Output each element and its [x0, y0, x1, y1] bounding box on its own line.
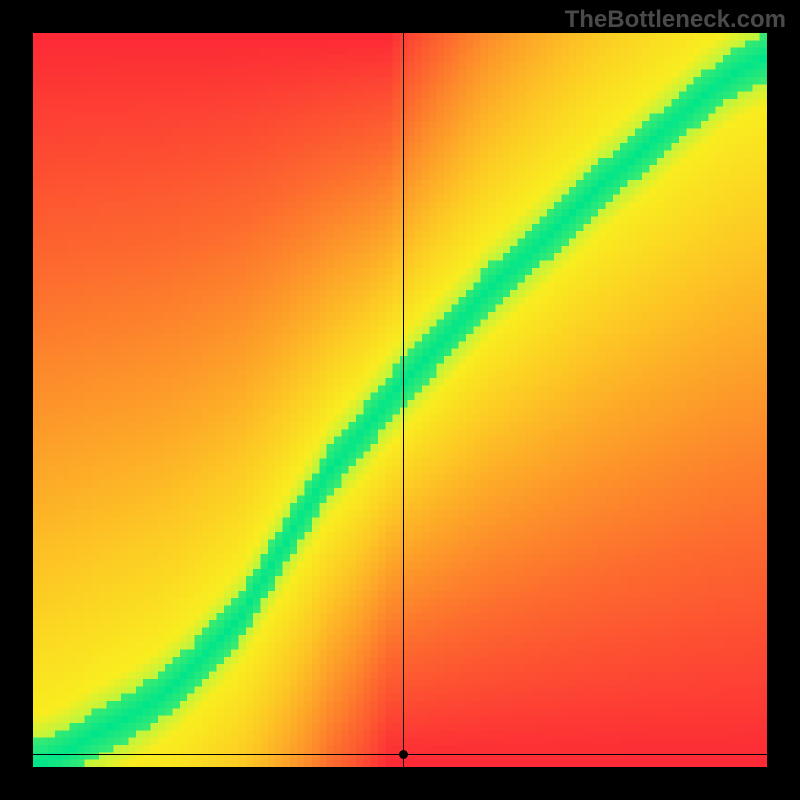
- chart-container: TheBottleneck.com: [0, 0, 800, 800]
- crosshair-vertical: [403, 33, 404, 767]
- watermark-label: TheBottleneck.com: [565, 6, 786, 34]
- bottleneck-heatmap: [33, 33, 767, 767]
